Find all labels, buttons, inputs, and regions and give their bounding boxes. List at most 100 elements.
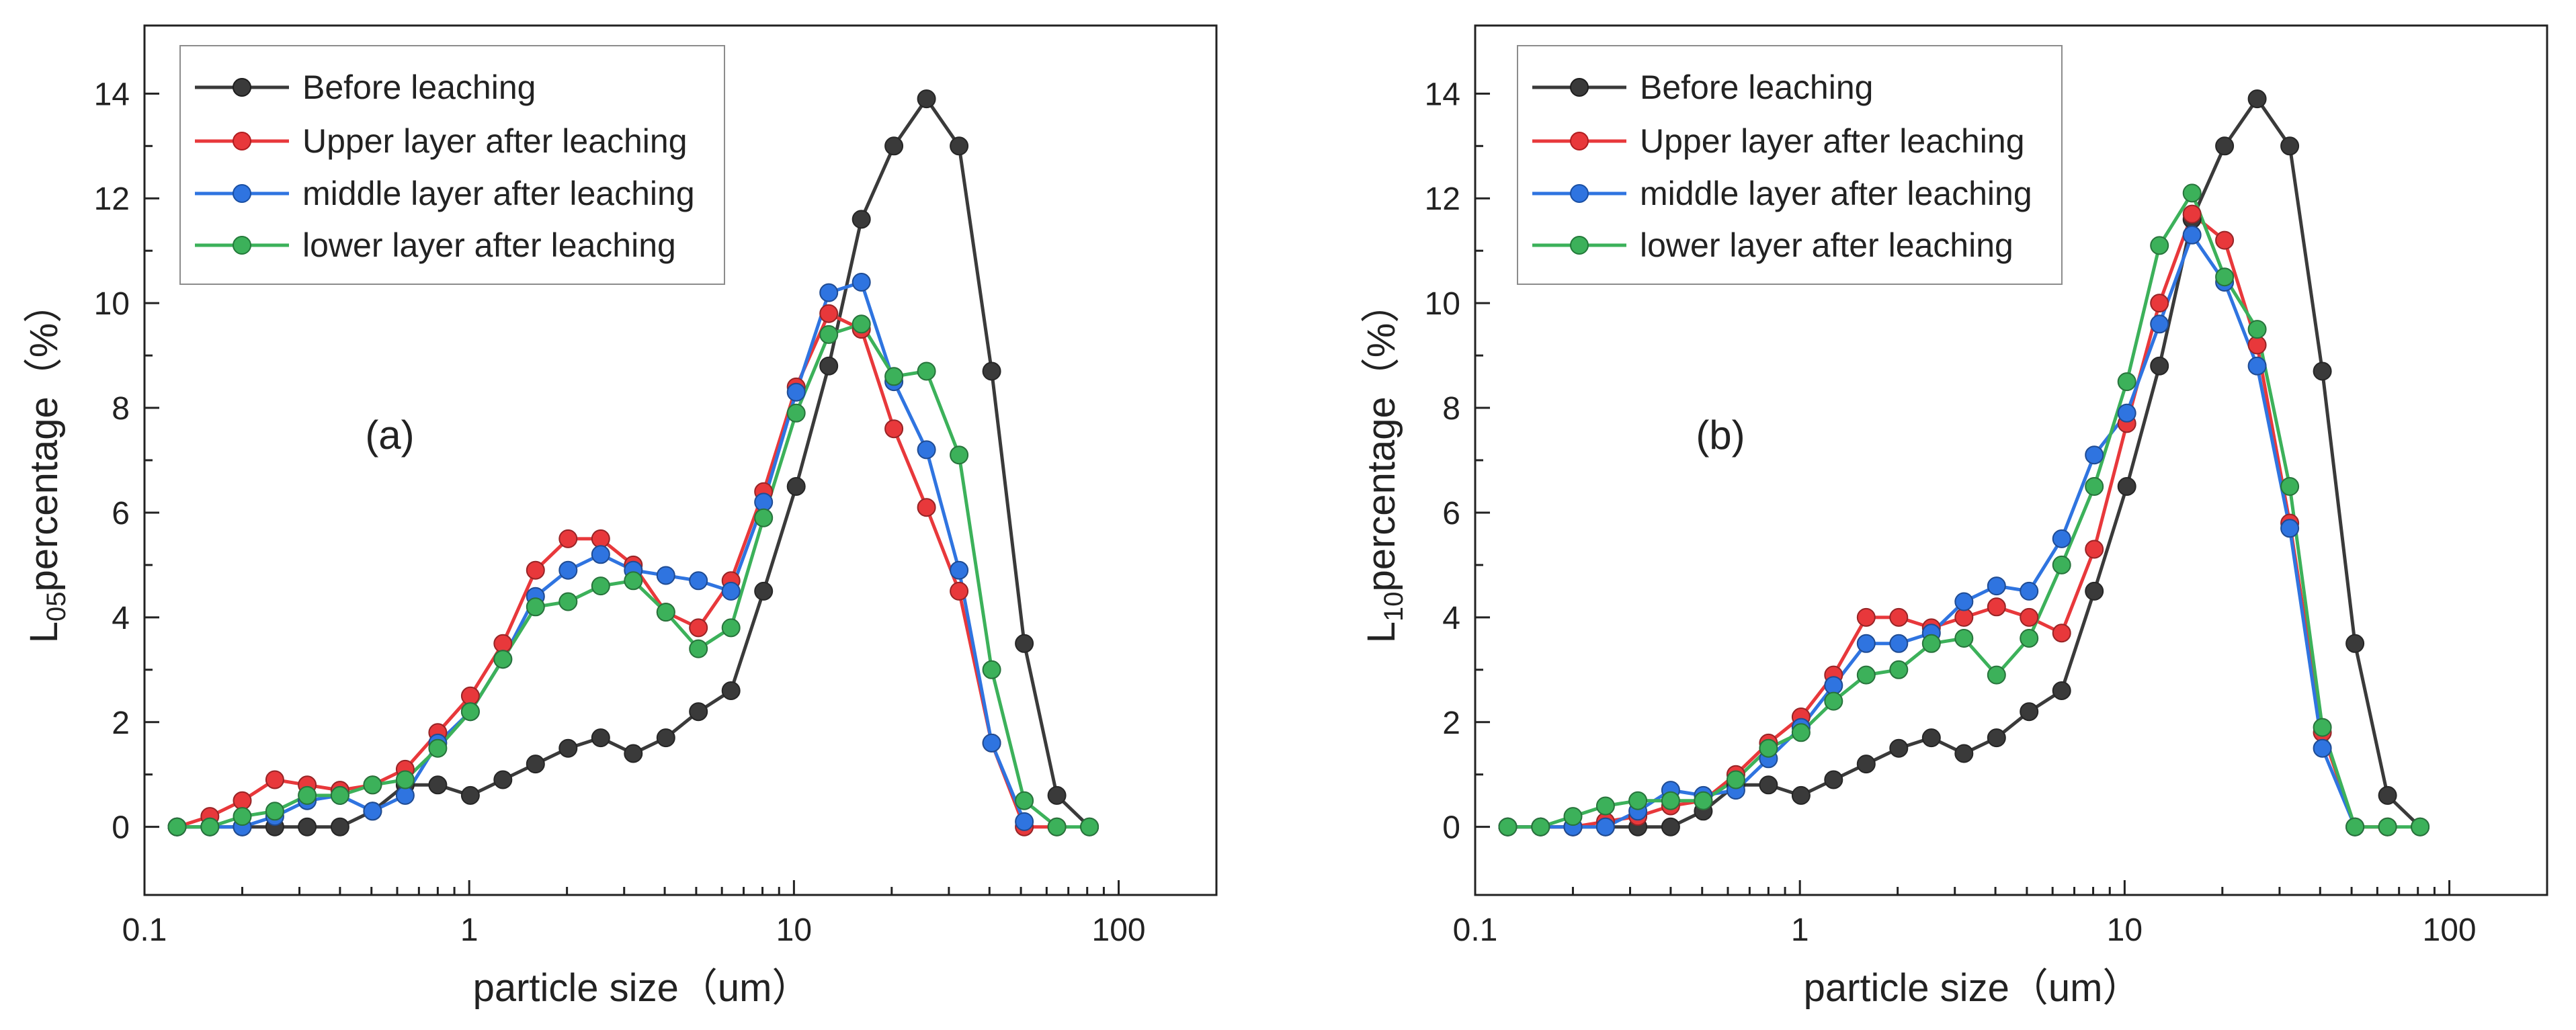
data-point-a-3 bbox=[851, 314, 871, 334]
data-point-a-0 bbox=[754, 581, 774, 601]
data-point-a-3 bbox=[200, 817, 220, 836]
data-point-a-3 bbox=[395, 770, 415, 789]
data-point-b-2 bbox=[2052, 529, 2071, 548]
data-point-a-2 bbox=[819, 283, 839, 302]
data-point-a-3 bbox=[428, 738, 448, 758]
data-point-a-3 bbox=[1015, 791, 1034, 810]
data-point-b-2 bbox=[1954, 592, 1974, 611]
legend-label-b-2: middle layer after leaching bbox=[1640, 175, 2032, 212]
data-point-b-2 bbox=[2085, 445, 2104, 465]
data-point-b-0 bbox=[2313, 361, 2332, 381]
data-point-b-0 bbox=[2247, 89, 2267, 109]
data-point-b-3 bbox=[1856, 665, 1876, 685]
data-point-a-2 bbox=[363, 802, 382, 821]
data-point-b-2 bbox=[1824, 676, 1843, 695]
data-point-a-3 bbox=[233, 807, 252, 826]
data-point-b-2 bbox=[2117, 403, 2136, 423]
data-point-b-3 bbox=[2378, 817, 2397, 836]
data-point-a-1 bbox=[884, 419, 904, 439]
legend-label-a-1: Upper layer after leaching bbox=[302, 122, 688, 160]
data-point-b-0 bbox=[1856, 755, 1876, 774]
data-point-b-3 bbox=[2085, 477, 2104, 496]
data-point-b-3 bbox=[2215, 267, 2235, 287]
x-tick-label-b: 100 bbox=[2423, 912, 2477, 948]
data-point-b-0 bbox=[1987, 728, 2006, 748]
data-point-a-1 bbox=[558, 529, 578, 548]
data-point-a-0 bbox=[558, 738, 578, 758]
data-point-a-3 bbox=[460, 702, 480, 722]
data-point-b-2 bbox=[2313, 738, 2332, 758]
y-tick-label-a: 6 bbox=[112, 496, 130, 531]
data-point-b-3 bbox=[2313, 718, 2332, 737]
data-point-b-0 bbox=[2280, 136, 2300, 156]
y-tick-label-b: 14 bbox=[1425, 77, 1460, 112]
data-point-b-2 bbox=[1856, 634, 1876, 653]
panel-label-b: (b) bbox=[1696, 413, 1745, 458]
data-point-a-0 bbox=[786, 477, 806, 496]
data-point-b-1 bbox=[2052, 624, 2071, 643]
series-line-b-1 bbox=[1507, 212, 2388, 829]
data-point-a-1 bbox=[233, 791, 252, 810]
data-point-a-3 bbox=[1047, 817, 1067, 836]
data-point-a-1 bbox=[917, 498, 936, 517]
data-point-b-2 bbox=[2280, 519, 2300, 538]
data-point-a-3 bbox=[298, 785, 317, 805]
data-point-a-2 bbox=[917, 440, 936, 460]
data-point-a-3 bbox=[721, 618, 741, 638]
data-point-b-3 bbox=[2345, 817, 2365, 836]
legend-marker-a-1 bbox=[233, 132, 251, 151]
y-tick-label-b: 4 bbox=[1442, 601, 1460, 636]
y-tick-label-b: 2 bbox=[1442, 705, 1460, 741]
legend-label-a-3: lower layer after leaching bbox=[302, 226, 676, 264]
data-point-a-3 bbox=[330, 785, 349, 805]
x-axis-title-b: particle size（um） bbox=[1804, 966, 2142, 1010]
data-point-a-3 bbox=[558, 592, 578, 611]
data-point-b-3 bbox=[1791, 723, 1811, 742]
data-point-a-2 bbox=[721, 581, 741, 601]
data-point-b-3 bbox=[2280, 477, 2300, 496]
data-point-b-3 bbox=[2052, 555, 2071, 574]
data-point-b-0 bbox=[1954, 744, 1974, 763]
data-point-a-3 bbox=[265, 802, 284, 821]
data-point-b-1 bbox=[2182, 204, 2202, 224]
data-point-a-0 bbox=[1047, 785, 1067, 805]
legend-marker-a-0 bbox=[233, 78, 251, 97]
data-point-b-3 bbox=[1628, 791, 1648, 810]
y-tick-label-b: 8 bbox=[1442, 391, 1460, 427]
data-point-b-1 bbox=[1889, 607, 1909, 627]
data-point-b-0 bbox=[2020, 702, 2039, 722]
data-point-a-0 bbox=[656, 728, 675, 748]
data-point-a-0 bbox=[819, 356, 839, 376]
data-point-b-3 bbox=[1563, 807, 1583, 826]
legend-b: Before leaching Upper layer after leachi… bbox=[1517, 45, 2063, 285]
data-point-b-1 bbox=[2150, 294, 2169, 313]
x-tick-label-b: 1 bbox=[1791, 912, 1809, 948]
y-tick-label-a: 8 bbox=[112, 391, 130, 427]
data-point-b-2 bbox=[1987, 576, 2006, 596]
data-point-b-2 bbox=[2247, 356, 2267, 376]
data-point-a-0 bbox=[1015, 634, 1034, 653]
x-axis-title-a: particle size（um） bbox=[473, 966, 811, 1010]
y-tick-label-a: 12 bbox=[94, 181, 130, 217]
plot-area-b: 0.1 1 10 100 0 2 4 6 8 10 12 14 bbox=[1425, 24, 2548, 948]
data-point-a-1 bbox=[819, 304, 839, 323]
x-tick-label-b: 10 bbox=[2107, 912, 2143, 948]
data-point-b-3 bbox=[2411, 817, 2430, 836]
y-axis-title-a: L05percentage（%） bbox=[22, 284, 71, 644]
data-point-b-0 bbox=[1759, 775, 1778, 795]
data-point-a-0 bbox=[493, 770, 513, 789]
panel-b: L10percentage（%） particle size（um） 0.1 1 1… bbox=[1360, 24, 2548, 1010]
data-point-a-2 bbox=[1015, 812, 1034, 831]
data-point-b-3 bbox=[1921, 634, 1941, 653]
y-axis-title-sub-a: 05 bbox=[42, 592, 71, 622]
data-point-b-1 bbox=[2085, 540, 2104, 559]
data-point-b-1 bbox=[2020, 607, 2039, 627]
data-point-b-0 bbox=[2345, 634, 2365, 653]
data-point-a-2 bbox=[950, 560, 969, 580]
legend-marker-b-3 bbox=[1570, 236, 1589, 255]
data-point-a-3 bbox=[1080, 817, 1099, 836]
panel-a: L05percentage（%） particle size（um） 0.1 1 1… bbox=[22, 24, 1218, 1010]
data-point-a-0 bbox=[591, 728, 610, 748]
data-point-a-3 bbox=[786, 403, 806, 423]
data-point-a-0 bbox=[298, 817, 317, 836]
